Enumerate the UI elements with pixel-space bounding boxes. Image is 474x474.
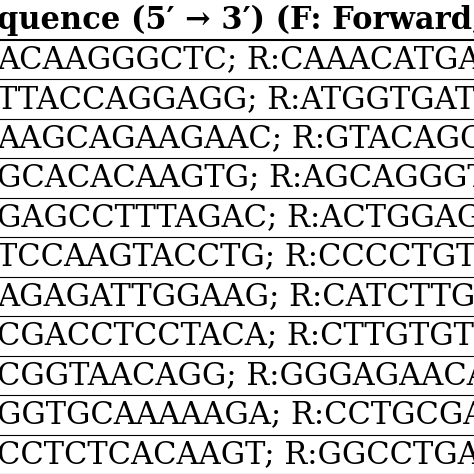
Text: GCACACAAGTG; R:AGCAGGGTACA: GCACACAAGTG; R:AGCAGGGTACA	[0, 163, 474, 193]
Text: GAGCCTTTAGAC; R:ACTGGAGGC: GAGCCTTTAGAC; R:ACTGGAGGC	[0, 202, 474, 233]
Text: CGACCTCCTACA; R:CTTGTGTGCGG: CGACCTCCTACA; R:CTTGTGTGCGG	[0, 320, 474, 351]
Text: CGGTAACAGG; R:GGGAGAACACC: CGGTAACAGG; R:GGGAGAACACC	[0, 360, 474, 391]
Text: quence (5′ → 3′) (F: Forward; R: Reve: quence (5′ → 3′) (F: Forward; R: Reve	[0, 4, 474, 36]
Text: GGTGCAAAAAGA; R:CCTGCGAAGG: GGTGCAAAAAGA; R:CCTGCGAAGG	[0, 399, 474, 430]
Text: CCTCTCACAAGT; R:GGCCTGAATA: CCTCTCACAAGT; R:GGCCTGAATA	[0, 439, 474, 470]
Text: TCCAAGTACCTG; R:CCCCTGTCAC: TCCAAGTACCTG; R:CCCCTGTCAC	[0, 241, 474, 273]
Text: TTACCAGGAGG; R:ATGGTGATGCC: TTACCAGGAGG; R:ATGGTGATGCC	[0, 84, 474, 115]
Text: AGAGATTGGAAG; R:CATCTTGAG: AGAGATTGGAAG; R:CATCTTGAG	[0, 281, 474, 312]
Text: AAGCAGAAGAAC; R:GTACAGCTCC: AAGCAGAAGAAC; R:GTACAGCTCC	[0, 123, 474, 154]
Text: ACAAGGGCTC; R:CAAACATGATCT: ACAAGGGCTC; R:CAAACATGATCT	[0, 44, 474, 75]
